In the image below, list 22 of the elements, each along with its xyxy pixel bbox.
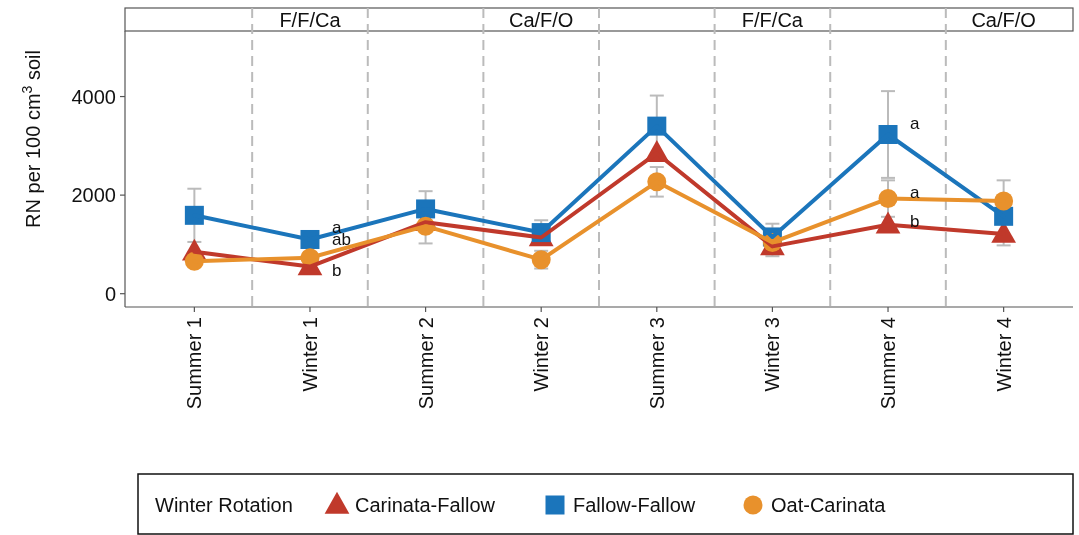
x-tick-label: Winter 3 xyxy=(761,317,784,392)
text: F/F/Ca xyxy=(741,8,804,31)
x-tick-label: Summer 3 xyxy=(645,317,668,410)
legend-label: Carinata-Fallow xyxy=(355,494,496,516)
y-tick-label: 4000 xyxy=(71,85,116,108)
legend-title: Winter Rotation xyxy=(155,494,293,516)
legend-label: Fallow-Fallow xyxy=(573,494,696,516)
x-tick-label: Winter 2 xyxy=(530,317,553,392)
annotation: b xyxy=(331,261,342,281)
text: Ca/F/O xyxy=(508,8,574,31)
y-tick-label: 2000 xyxy=(71,184,116,207)
text: F/F/Ca xyxy=(279,8,342,31)
x-tick-label: Winter 1 xyxy=(298,317,321,392)
legend-label: Oat-Carinata xyxy=(771,494,887,516)
y-tick-label: 0 xyxy=(104,282,116,305)
annotation: a xyxy=(910,182,921,202)
x-tick-label: Summer 1 xyxy=(183,317,206,410)
x-tick-label: Summer 2 xyxy=(414,317,437,410)
text: Ca/F/O xyxy=(971,8,1036,31)
x-tick-label: Summer 4 xyxy=(877,317,900,410)
annotation: a xyxy=(910,113,921,133)
x-tick-label: Winter 4 xyxy=(992,317,1015,392)
